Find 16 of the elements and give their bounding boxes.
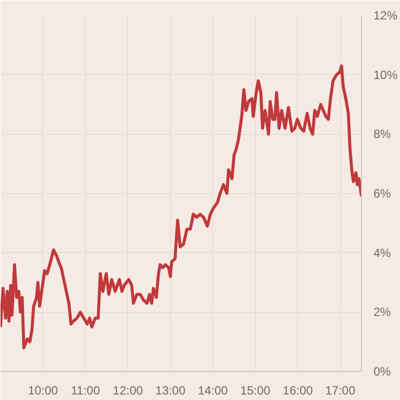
x-tick-label: 15:00 <box>240 384 271 398</box>
x-tick-label: 14:00 <box>198 384 228 398</box>
y-tick-label: 12% <box>374 8 398 22</box>
y-tick-label: 8% <box>374 127 392 142</box>
x-tick-label: 16:00 <box>282 384 314 398</box>
y-tick-label: 4% <box>374 246 392 260</box>
x-tick-label: 12:00 <box>112 384 144 398</box>
x-tick-label: 11:00 <box>70 384 100 398</box>
y-tick-label: 2% <box>374 305 392 320</box>
line-series <box>0 64 362 350</box>
y-tick-label: 6% <box>374 186 392 200</box>
x-tick-label: 13:00 <box>155 384 186 398</box>
x-tick-label: 10:00 <box>28 384 58 398</box>
x-tick-label: 17:00 <box>325 384 356 398</box>
y-tick-label: 10% <box>374 68 398 82</box>
y-tick-label: 0% <box>374 364 392 378</box>
